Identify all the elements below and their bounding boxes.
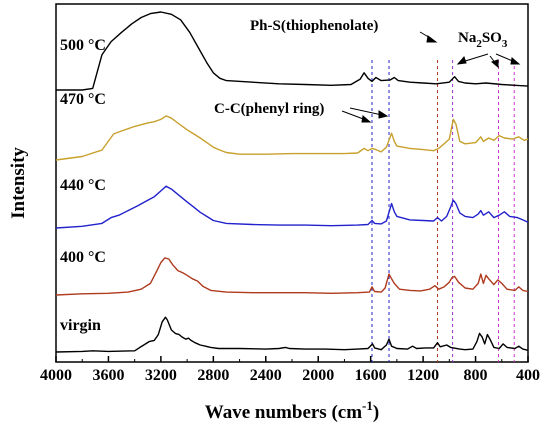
arrow-sulfite-left [461, 53, 489, 63]
series-labels: 500 °C 470 °C 440 °C 400 °C virgin [60, 37, 106, 334]
series-line-virgin [55, 316, 529, 353]
x-axis-ticks: 4000 3600 3200 2800 2400 2000 1600 1200 800 400 [40, 356, 540, 384]
x-tick-label-400: 400 [516, 367, 540, 384]
x-axis-title-close: ) [373, 402, 379, 423]
series-label-440-c: 440 °C [60, 177, 106, 194]
x-tick-label-2000: 2000 [302, 367, 334, 384]
annotation-phenyl-ring: C-C(phenyl ring) [214, 101, 324, 117]
series-label-virgin: virgin [60, 317, 101, 334]
series-layer [55, 11, 529, 353]
series-line-500-c [56, 11, 529, 91]
arrowhead-phenyl-2 [378, 110, 389, 119]
arrowhead-sulfite-left [456, 56, 467, 65]
arrow-phenyl-1 [341, 110, 367, 121]
x-tick-label-4000: 4000 [40, 367, 72, 384]
x-tick-label-1600: 1600 [355, 367, 387, 384]
annotation-thiophenolate: Ph-S(thiophenolate) [250, 18, 378, 34]
annotation-arrows [341, 31, 521, 123]
x-tick-label-3600: 3600 [92, 367, 124, 384]
series-line-400-c [55, 257, 529, 296]
x-tick-label-3200: 3200 [145, 367, 177, 384]
x-axis-title-sup: -1 [362, 398, 373, 413]
series-line-440-c [55, 185, 529, 229]
arrow-phenyl-2 [349, 107, 383, 116]
x-tick-label-800: 800 [464, 367, 488, 384]
plot-border [55, 3, 529, 363]
arrowhead-phenyl-1 [361, 115, 372, 123]
arrowhead-thiophenolate [426, 35, 438, 43]
sulfite-so: SO [482, 30, 502, 46]
series-line-470-c [55, 115, 529, 161]
x-tick-label-2800: 2800 [197, 367, 229, 384]
x-axis-title-main: Wave numbers (cm [205, 402, 362, 423]
annotation-sulfite: Na2SO3 [458, 30, 508, 50]
arrowhead-sulfite-right [510, 57, 521, 65]
series-label-470-c: 470 °C [60, 91, 106, 108]
series-label-500-c: 500 °C [60, 37, 106, 54]
plot-frame [55, 3, 529, 363]
x-axis-title: Wave numbers (cm-1) [205, 398, 379, 423]
x-tick-label-2400: 2400 [250, 367, 282, 384]
series-label-400-c: 400 °C [60, 249, 106, 266]
arrowhead-sulfite-mid [490, 59, 499, 69]
x-tick-label-1200: 1200 [407, 367, 439, 384]
sulfite-sub-2: 2 [476, 38, 482, 50]
sulfite-sub-3: 3 [502, 38, 508, 50]
sulfite-na: Na [458, 30, 477, 46]
y-axis-title: Intensity [8, 147, 29, 219]
